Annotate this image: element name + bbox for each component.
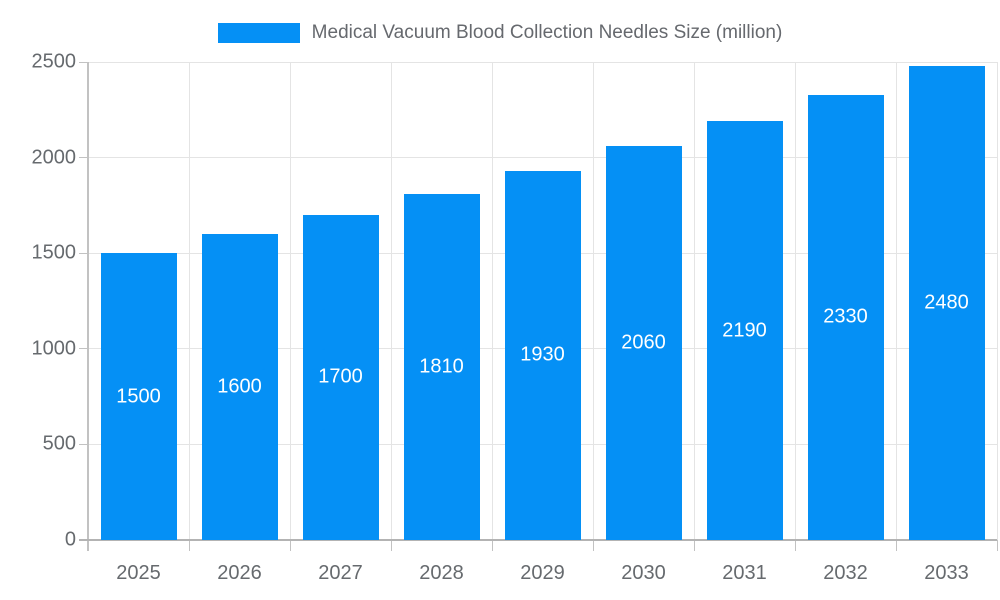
bar-value-label: 2480 [924,291,969,314]
bar-value-label: 1700 [318,365,363,388]
x-tick-label: 2032 [823,562,868,584]
bar[interactable] [706,121,783,540]
x-tick-mark [390,540,392,551]
x-tick-label: 2033 [924,562,969,584]
bar-value-label: 1930 [520,343,565,366]
x-gridline [794,62,796,540]
y-tick-label: 500 [42,432,76,455]
y-tick-mark [79,61,88,63]
bar-value-label: 2330 [823,305,868,328]
bar-value-label: 2060 [621,331,666,354]
x-tick-mark [592,540,594,551]
x-gridline [693,62,695,540]
x-gridline [390,62,392,540]
bar[interactable] [302,214,379,540]
y-tick-mark [79,252,88,254]
y-gridline [88,61,997,63]
y-tick-label: 1500 [31,241,77,264]
bar[interactable] [504,170,581,540]
bar-value-label: 2190 [722,319,767,342]
bar[interactable] [403,193,480,540]
y-tick-label: 2500 [31,50,77,73]
y-tick-mark [79,348,88,350]
x-tick-mark [188,540,190,551]
x-gridline [491,62,493,540]
legend-label: Medical Vacuum Blood Collection Needles … [311,22,783,43]
x-tick-label: 2028 [419,562,464,584]
x-gridline [188,62,190,540]
y-tick-mark [79,157,88,159]
x-tick-label: 2029 [520,562,565,584]
y-tick-label: 1000 [31,337,77,360]
x-gridline [289,62,291,540]
x-tick-mark [491,540,493,551]
x-tick-label: 2030 [621,562,666,584]
y-gridline [88,157,997,159]
legend-swatch [217,23,300,43]
bar[interactable] [807,94,884,540]
bar-value-label: 1600 [217,375,262,398]
x-gridline [996,62,998,540]
x-tick-label: 2025 [116,562,161,584]
bar[interactable] [100,253,177,540]
x-tick-mark [693,540,695,551]
y-tick-label: 2000 [31,146,77,169]
x-tick-label: 2027 [318,562,363,584]
x-gridline [895,62,897,540]
x-tick-mark [794,540,796,551]
x-axis-line [79,539,997,541]
bar-value-label: 1500 [116,385,161,408]
x-tick-label: 2026 [217,562,262,584]
y-tick-label: 0 [64,528,76,551]
bar[interactable] [605,146,682,540]
x-tick-mark [895,540,897,551]
x-tick-label: 2031 [722,562,767,584]
bar-value-label: 1810 [419,355,464,378]
x-gridline [592,62,594,540]
x-tick-mark [289,540,291,551]
legend-item[interactable]: Medical Vacuum Blood Collection Needles … [0,20,1000,46]
x-tick-mark [996,540,998,551]
y-axis-line [87,62,89,551]
bar[interactable] [908,65,985,540]
bar[interactable] [201,234,278,540]
y-tick-mark [79,443,88,445]
